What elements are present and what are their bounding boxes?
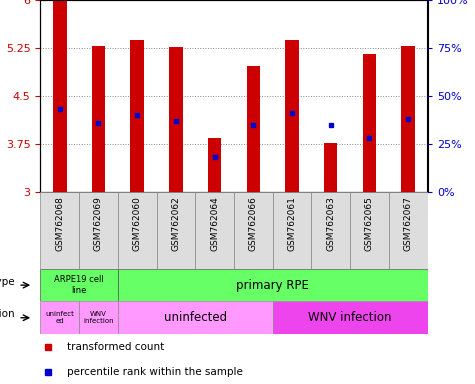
Bar: [273, 192, 312, 269]
Bar: [118, 269, 428, 301]
Text: GSM762067: GSM762067: [404, 196, 413, 251]
Bar: [208, 138, 221, 192]
Text: uninfected: uninfected: [164, 311, 227, 324]
Text: GSM762069: GSM762069: [94, 196, 103, 251]
Bar: [92, 46, 105, 192]
Bar: [169, 47, 183, 192]
Text: GSM762062: GSM762062: [171, 196, 180, 251]
Bar: [40, 301, 79, 334]
Bar: [40, 192, 79, 269]
Bar: [79, 192, 118, 269]
Bar: [53, 1, 66, 192]
Bar: [40, 269, 118, 301]
Text: percentile rank within the sample: percentile rank within the sample: [67, 366, 243, 377]
Text: GSM762068: GSM762068: [55, 196, 64, 251]
Bar: [247, 66, 260, 192]
Bar: [157, 192, 195, 269]
Text: primary RPE: primary RPE: [236, 279, 309, 291]
Bar: [401, 46, 415, 192]
Text: transformed count: transformed count: [67, 341, 165, 352]
Bar: [118, 301, 273, 334]
Bar: [324, 143, 338, 192]
Text: GSM762064: GSM762064: [210, 196, 219, 251]
Text: uninfect
ed: uninfect ed: [45, 311, 74, 324]
Bar: [79, 301, 118, 334]
Bar: [389, 192, 428, 269]
Text: cell type: cell type: [0, 277, 14, 287]
Bar: [273, 301, 428, 334]
Text: GSM762061: GSM762061: [287, 196, 296, 251]
Bar: [118, 192, 157, 269]
Bar: [350, 192, 389, 269]
Text: GSM762060: GSM762060: [133, 196, 142, 251]
Bar: [312, 192, 350, 269]
Bar: [234, 192, 273, 269]
Bar: [362, 54, 376, 192]
Text: ARPE19 cell
line: ARPE19 cell line: [54, 275, 104, 295]
Text: GSM762063: GSM762063: [326, 196, 335, 251]
Text: WNV infection: WNV infection: [308, 311, 392, 324]
Bar: [195, 192, 234, 269]
Text: WNV
infection: WNV infection: [83, 311, 114, 324]
Bar: [285, 40, 299, 192]
Bar: [130, 40, 144, 192]
Text: GSM762065: GSM762065: [365, 196, 374, 251]
Text: GSM762066: GSM762066: [249, 196, 258, 251]
Text: infection: infection: [0, 310, 14, 319]
